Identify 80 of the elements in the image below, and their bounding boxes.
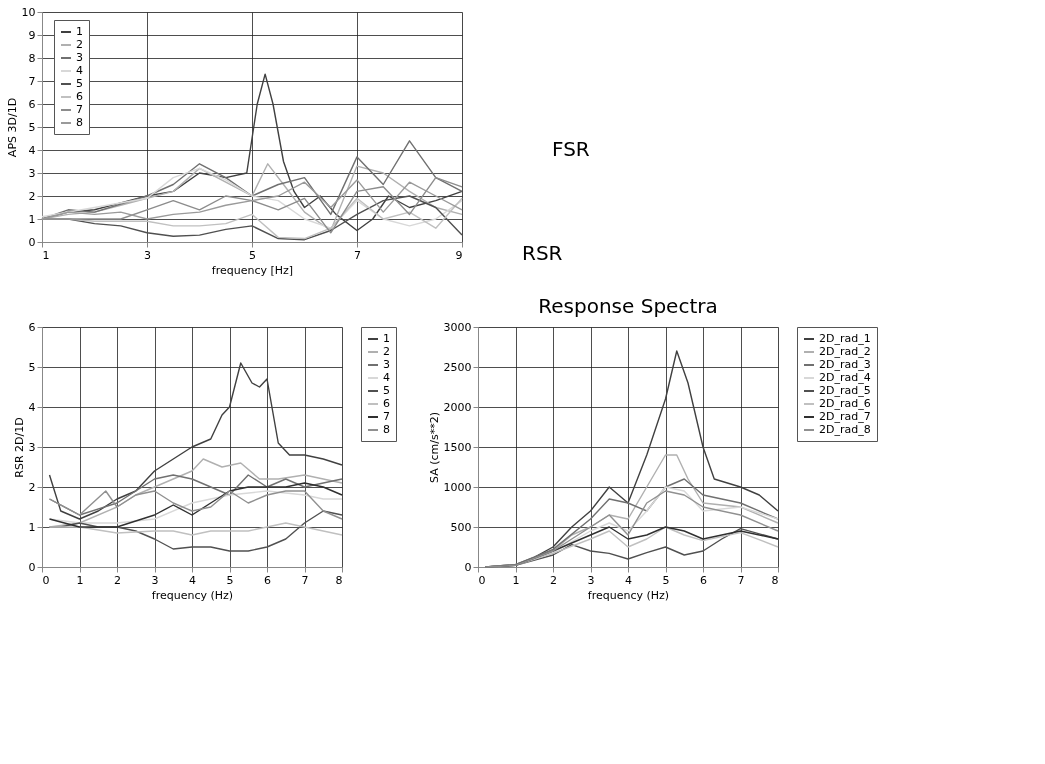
y-tick-label: 2000 xyxy=(443,400,472,414)
chart-title: Response Spectra xyxy=(538,294,718,318)
y-tick-label: 6 xyxy=(28,97,36,111)
legend-label: 6 xyxy=(383,397,390,410)
legend-label: 6 xyxy=(76,90,83,103)
y-tick-label: 1 xyxy=(28,520,36,534)
y-tick-label: 7 xyxy=(28,74,36,88)
x-tick-label: 0 xyxy=(42,573,50,587)
x-tick-label: 6 xyxy=(264,573,271,587)
x-tick-label: 2 xyxy=(114,573,121,587)
legend-label: 2D_rad_6 xyxy=(819,397,871,410)
x-tick-label: 8 xyxy=(335,573,343,587)
y-tick-label: 5 xyxy=(28,120,36,134)
y-tick-label: 3 xyxy=(28,440,36,454)
x-axis-title: frequency (Hz) xyxy=(587,588,670,602)
y-axis-title: APS 3D/1D xyxy=(5,97,19,158)
x-tick-label: 3 xyxy=(144,248,151,262)
legend-label: 1 xyxy=(383,332,390,345)
legend-label: 2D_rad_7 xyxy=(819,410,871,423)
y-tick-label: 1500 xyxy=(443,440,472,454)
x-tick-label: 4 xyxy=(625,573,632,587)
y-tick-label: 2 xyxy=(28,480,36,494)
y-tick-label: 3000 xyxy=(443,320,472,334)
y-tick-label: 2500 xyxy=(443,360,472,374)
y-tick-label: 8 xyxy=(28,51,36,65)
legend-label: 2D_rad_3 xyxy=(819,358,871,371)
y-tick-label: 9 xyxy=(28,28,36,42)
x-tick-label: 1 xyxy=(76,573,84,587)
x-tick-label: 1 xyxy=(42,248,50,262)
x-tick-label: 5 xyxy=(226,573,234,587)
x-axis-title: frequency (Hz) xyxy=(151,588,234,602)
x-tick-label: 0 xyxy=(478,573,486,587)
x-tick-label: 1 xyxy=(512,573,520,587)
legend-label: 5 xyxy=(383,384,390,397)
x-axis-title: frequency [Hz] xyxy=(211,263,294,277)
legend-label: 7 xyxy=(76,103,83,116)
y-tick-label: 5 xyxy=(28,360,36,374)
x-tick-label: 3 xyxy=(587,573,595,587)
legend-label: 2D_rad_2 xyxy=(819,345,871,358)
x-tick-label: 2 xyxy=(550,573,557,587)
y-tick-label: 0 xyxy=(28,235,36,249)
legend-label: 4 xyxy=(383,371,390,384)
legend-label: 2D_rad_1 xyxy=(819,332,871,345)
x-tick-label: 6 xyxy=(700,573,707,587)
legend-label: 2 xyxy=(383,345,390,358)
x-tick-label: 3 xyxy=(151,573,159,587)
x-tick-label: 5 xyxy=(662,573,670,587)
legend-label: 3 xyxy=(76,51,83,64)
legend-label: 2D_rad_4 xyxy=(819,371,871,384)
x-tick-label: 7 xyxy=(354,248,361,262)
x-tick-label: 8 xyxy=(771,573,779,587)
legend-label: 5 xyxy=(76,77,83,90)
y-tick-label: 0 xyxy=(464,560,472,574)
legend-label: 3 xyxy=(383,358,390,371)
y-axis-title: SA (cm/s**2) xyxy=(427,412,441,483)
text: RSR xyxy=(522,240,563,265)
legend-label: 1 xyxy=(76,25,83,38)
y-tick-label: 3 xyxy=(28,166,36,180)
legend-label: 2 xyxy=(76,38,83,51)
legend-label: 7 xyxy=(383,410,390,423)
y-tick-label: 2 xyxy=(28,189,36,203)
y-axis-title: RSR 2D/1D xyxy=(12,417,26,478)
legend-label: 2D_rad_5 xyxy=(819,384,871,397)
y-tick-label: 500 xyxy=(450,520,472,534)
y-tick-label: 6 xyxy=(28,320,36,334)
x-tick-label: 7 xyxy=(301,573,309,587)
x-tick-label: 4 xyxy=(189,573,196,587)
legend-label: 4 xyxy=(76,64,83,77)
x-tick-label: 7 xyxy=(737,573,745,587)
y-tick-label: 4 xyxy=(28,400,36,414)
legend-label: 2D_rad_8 xyxy=(819,423,871,436)
y-tick-label: 1 xyxy=(28,212,36,226)
x-tick-label: 5 xyxy=(249,248,256,262)
y-tick-label: 0 xyxy=(28,560,36,574)
text: FSR xyxy=(552,137,590,161)
legend-label: 8 xyxy=(76,116,83,129)
y-tick-label: 4 xyxy=(28,143,36,157)
legend-label: 8 xyxy=(383,423,390,436)
y-tick-label: 10 xyxy=(21,5,36,19)
y-tick-label: 1000 xyxy=(443,480,472,494)
